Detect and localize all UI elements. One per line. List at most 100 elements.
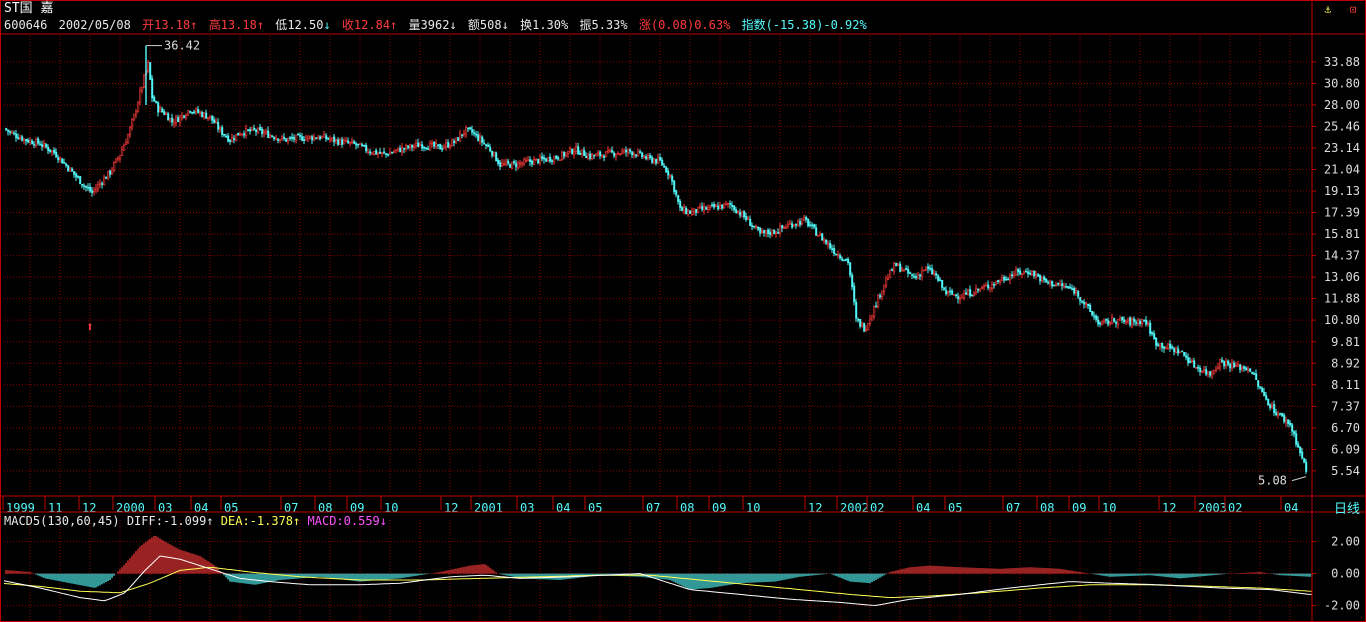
candle-body [1247, 368, 1250, 371]
candle-body [81, 183, 84, 186]
candle-body [463, 132, 466, 135]
candle-body [65, 163, 68, 166]
candle-body [277, 138, 280, 141]
price-tick-label: 14.37 [1324, 249, 1360, 263]
candle-body [975, 288, 978, 293]
candle-body [731, 204, 734, 207]
candle-body [973, 293, 976, 296]
price-tick-label: 13.06 [1324, 270, 1360, 284]
down-arrow-icon: ↓ [449, 18, 457, 32]
candle-body [359, 143, 362, 146]
candle-body [447, 142, 450, 148]
candle-body [69, 167, 72, 172]
candle-body [175, 116, 178, 123]
candle-body [327, 137, 330, 140]
candle-body [913, 276, 916, 278]
candle-body [903, 268, 906, 271]
candle-body [317, 137, 320, 140]
candle-body [1177, 348, 1180, 354]
candle-body [245, 128, 248, 136]
macd-panel[interactable]: 2.00 0.00 -2.00 [3, 535, 1360, 613]
candle-body [75, 173, 78, 178]
candle-body [497, 159, 500, 164]
candle-body [695, 209, 698, 213]
candle-body [793, 224, 796, 227]
candle-body [199, 112, 202, 114]
date-tick-label: 10 [384, 501, 398, 515]
candle-body [1107, 320, 1110, 325]
candle-body [269, 135, 272, 139]
candle-body [189, 110, 192, 113]
window-toggle-icon[interactable]: ⊡ [1349, 3, 1357, 16]
candle-body [875, 305, 878, 308]
candle-body [361, 144, 364, 147]
candle-body [485, 144, 488, 146]
turnover-quote: 换1.30% [520, 18, 568, 32]
period-daily-button[interactable]: 日线 [1333, 502, 1360, 517]
down-arrow-icon: ↓ [501, 18, 509, 32]
candle-body [185, 115, 188, 119]
candle-body [951, 290, 954, 295]
candle-body [31, 140, 34, 145]
candle-body [901, 269, 904, 272]
candle-body [391, 152, 394, 154]
candle-body [489, 147, 492, 152]
candle-body [1205, 369, 1208, 375]
candle-body [271, 135, 274, 138]
date-tick-label: 03 [158, 501, 172, 515]
candle-body [889, 269, 892, 278]
candle-body [469, 127, 472, 130]
candle-body [603, 155, 606, 158]
candle-body [353, 141, 356, 144]
candle-body [223, 134, 226, 136]
candle-body [243, 133, 246, 136]
candle-body [367, 151, 370, 154]
candle-body [1103, 319, 1106, 323]
candle-body [551, 160, 554, 162]
up-arrow-icon: ↑ [190, 18, 198, 32]
candle-body [817, 235, 820, 237]
candle-body [77, 176, 80, 178]
candle-body [1081, 301, 1084, 303]
candle-body [1113, 318, 1116, 322]
candle-body [1267, 398, 1270, 406]
candle-body [725, 203, 728, 205]
candle-body [837, 254, 840, 256]
candle-body [239, 133, 242, 136]
candle-body [413, 145, 416, 148]
candle-body [513, 161, 516, 164]
candle-body [283, 137, 286, 139]
candle-body [267, 130, 270, 138]
candle-body [519, 162, 522, 165]
candle-body [1135, 322, 1138, 324]
turnover-label: 换 [520, 18, 533, 32]
candle-body [633, 153, 636, 156]
candle-body [811, 224, 814, 227]
candle-body [459, 133, 462, 142]
change-label: 涨 [638, 18, 651, 32]
candle-body [685, 207, 688, 215]
candle-body [1233, 362, 1236, 367]
candle-body [1033, 270, 1036, 277]
candle-body [883, 284, 886, 292]
candle-body [117, 157, 120, 160]
candle-body [1145, 319, 1148, 325]
candlestick-series[interactable] [5, 45, 1308, 474]
date-tick-label: 2002 [840, 501, 869, 515]
date-tick-label: 02 [1228, 501, 1242, 515]
candle-body [37, 138, 40, 144]
anchor-icon[interactable]: ⚓ [1324, 3, 1332, 16]
candle-body [365, 145, 368, 152]
close-value: 12.84 [353, 18, 391, 32]
candle-body [747, 218, 750, 221]
dea-value: -1.378 [249, 514, 294, 528]
candle-body [477, 134, 480, 141]
candle-body [133, 113, 136, 121]
candle-body [279, 139, 282, 141]
candle-body [333, 136, 336, 143]
candle-body [885, 278, 888, 287]
candle-body [417, 142, 420, 148]
candle-body [35, 139, 38, 146]
candle-body [445, 142, 448, 147]
